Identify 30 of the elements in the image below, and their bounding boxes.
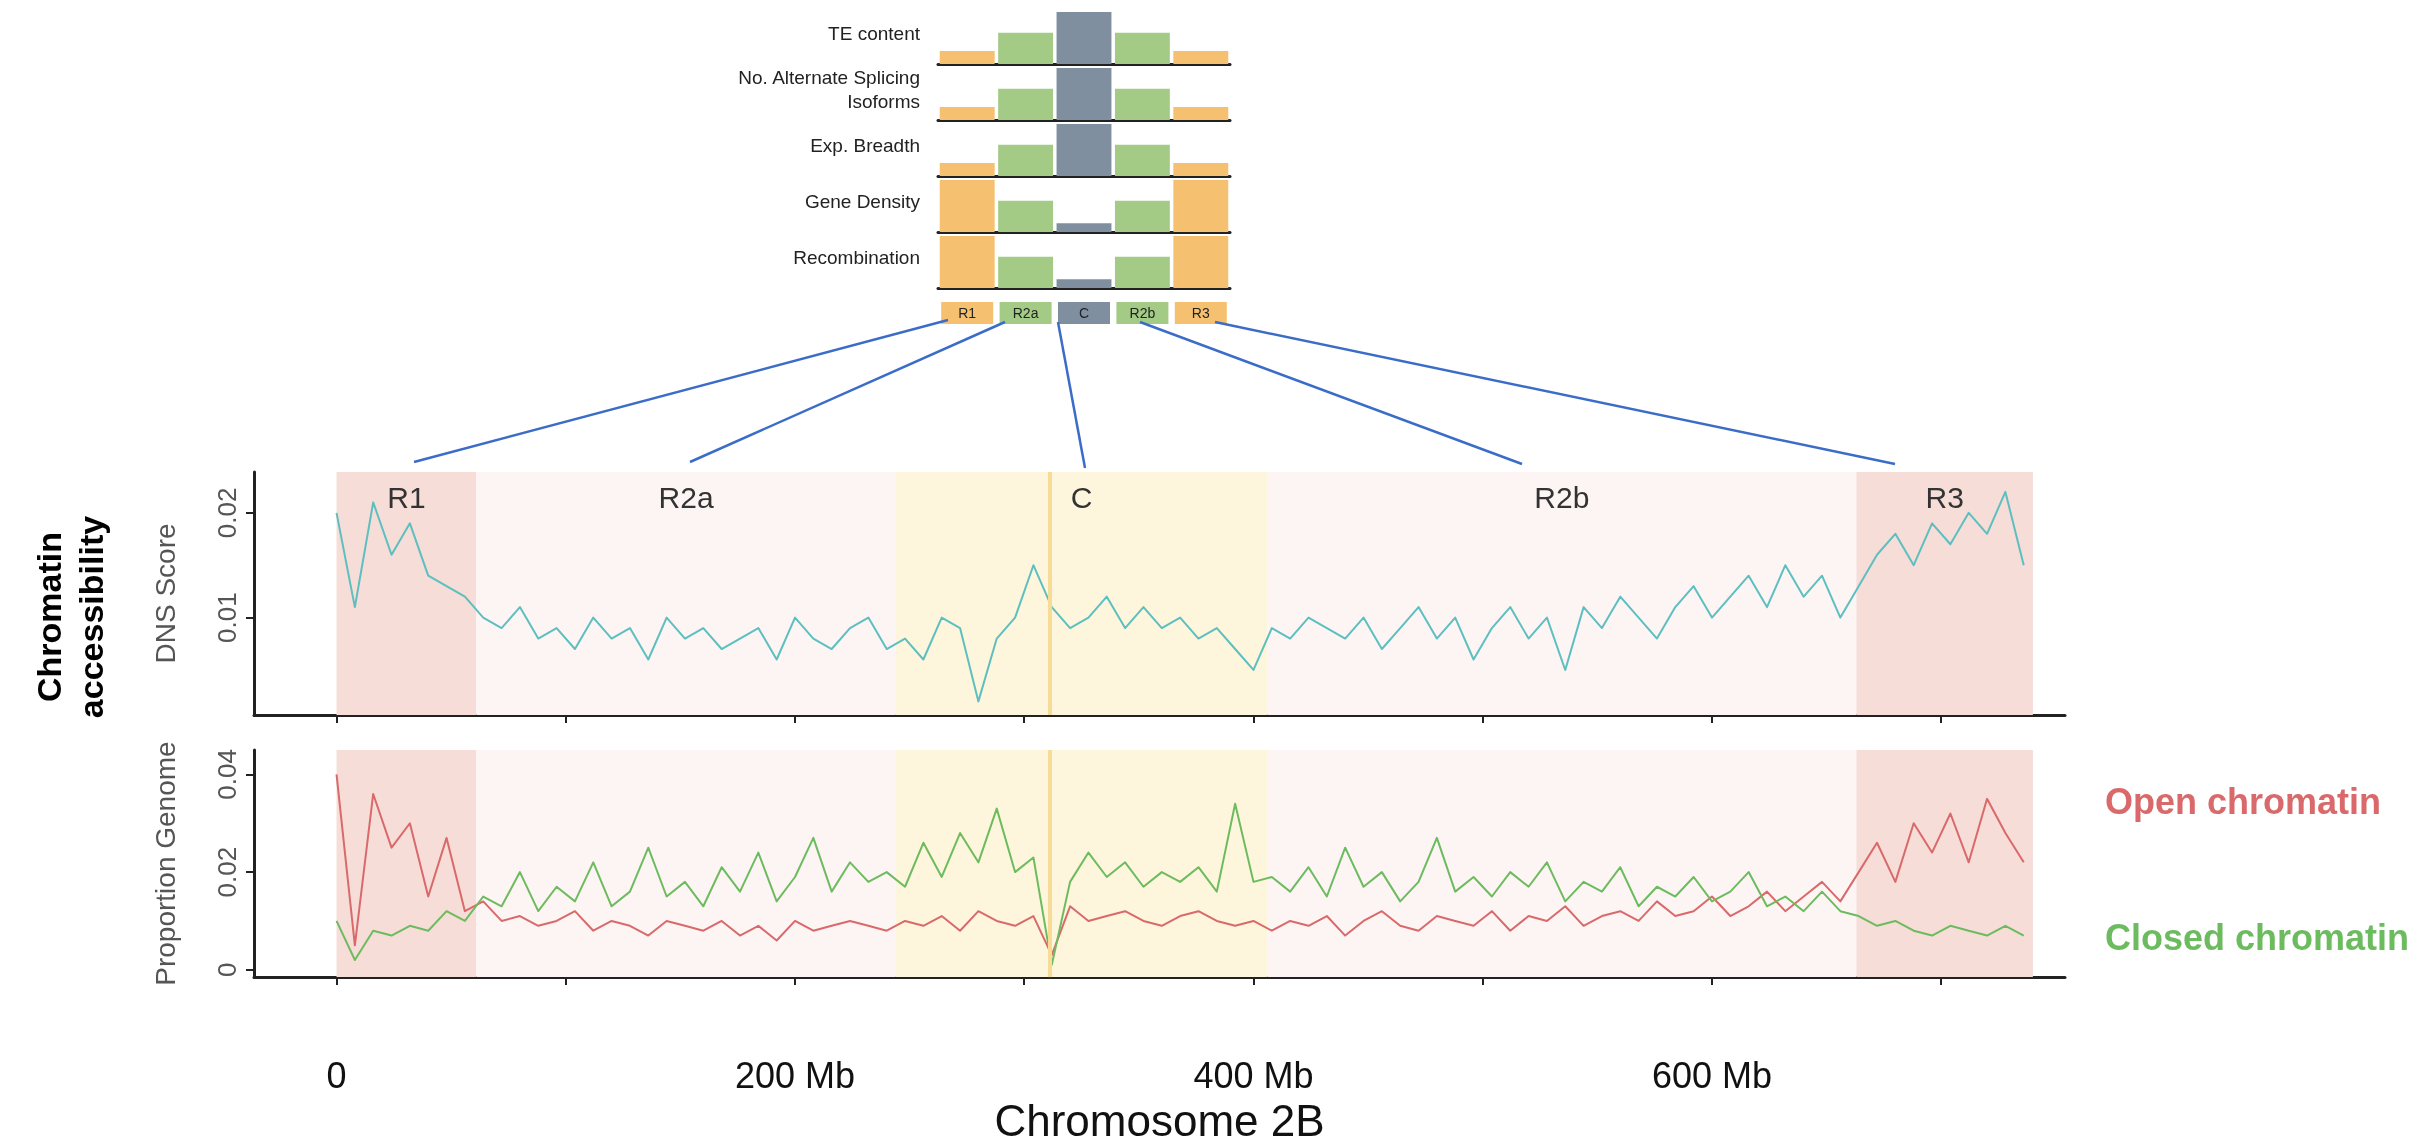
band-label: R1: [387, 480, 426, 514]
y-tick-label: 0: [212, 962, 242, 978]
x-tick-label: R3: [1191, 305, 1210, 321]
band-label: R3: [1925, 480, 1964, 514]
text: Closed chromatin: [2105, 916, 2410, 958]
x-tick-label: 200 Mb: [734, 1054, 856, 1096]
y-axis-title: Recombination: [792, 246, 920, 270]
x-tick-label: R2b: [1129, 305, 1156, 321]
x-tick-label: C: [1078, 305, 1090, 321]
y-tick-label: 0.01: [212, 592, 242, 643]
y-tick-label: 0.04: [212, 749, 242, 800]
y-axis-title: Gene Density: [803, 190, 920, 214]
band-label: R2a: [658, 480, 714, 514]
band-label: C: [1070, 480, 1093, 514]
text: Chromatin accessibility: [29, 514, 111, 721]
y-tick-label: 0.02: [212, 846, 242, 898]
x-tick-label: 0: [326, 1054, 347, 1096]
x-tick-label: R1: [958, 305, 977, 321]
text: Open chromatin: [2105, 780, 2382, 822]
y-axis-title: TE content: [827, 22, 920, 46]
y-axis-title: Exp. Breadth: [809, 134, 920, 158]
x-tick-label: 400 Mb: [1193, 1054, 1314, 1096]
y-tick-label: 0.02: [212, 487, 242, 539]
x-axis-title: Chromosome 2B: [994, 1095, 1325, 1145]
x-tick-label: 600 Mb: [1651, 1054, 1773, 1096]
band-label: R2b: [1534, 480, 1590, 514]
x-tick-label: R2a: [1012, 305, 1039, 321]
y-axis-title: DNS Score: [149, 523, 181, 664]
y-axis-title: No. Alternate Splicing Isoforms: [737, 66, 920, 114]
y-axis-title: Proportion Genome: [149, 741, 181, 986]
